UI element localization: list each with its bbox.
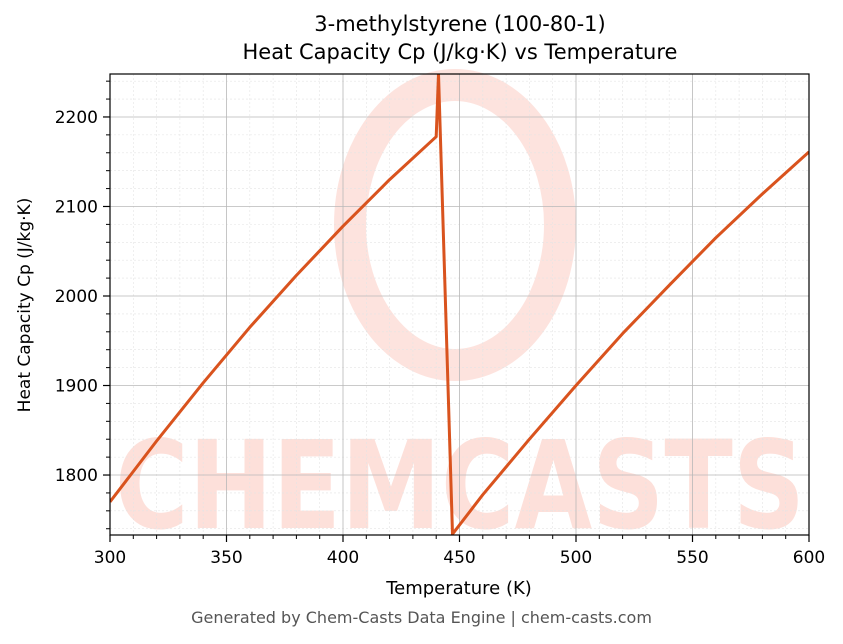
y-tick-label: 2000: [55, 287, 98, 307]
watermark-logo-ring: [334, 69, 576, 381]
x-tick-label: 500: [560, 548, 592, 568]
y-tick-label: 2100: [55, 197, 98, 217]
y-tick-label: 1900: [55, 377, 98, 397]
x-axis-label: Temperature (K): [385, 578, 532, 599]
x-tick-label: 400: [327, 548, 359, 568]
y-tick-label: 2200: [55, 108, 98, 128]
x-tick-label: 350: [210, 548, 242, 568]
x-tick-label: 600: [793, 548, 825, 568]
chart-subtitle: Heat Capacity Cp (J/kg·K) vs Temperature: [242, 40, 678, 64]
y-tick-label: 1800: [55, 466, 98, 486]
watermark-text: CHEMCASTS: [115, 415, 805, 557]
x-tick-label: 450: [443, 548, 475, 568]
y-axis-label: Heat Capacity Cp (J/kg·K): [15, 198, 35, 413]
x-tick-label: 550: [676, 548, 708, 568]
series-line: [110, 74, 809, 535]
watermark: CHEMCASTS: [115, 69, 805, 557]
footer-credit: Generated by Chem-Casts Data Engine | ch…: [191, 608, 652, 627]
chart-title: 3-methylstyrene (100-80-1): [314, 12, 606, 36]
x-tick-label: 300: [94, 548, 126, 568]
